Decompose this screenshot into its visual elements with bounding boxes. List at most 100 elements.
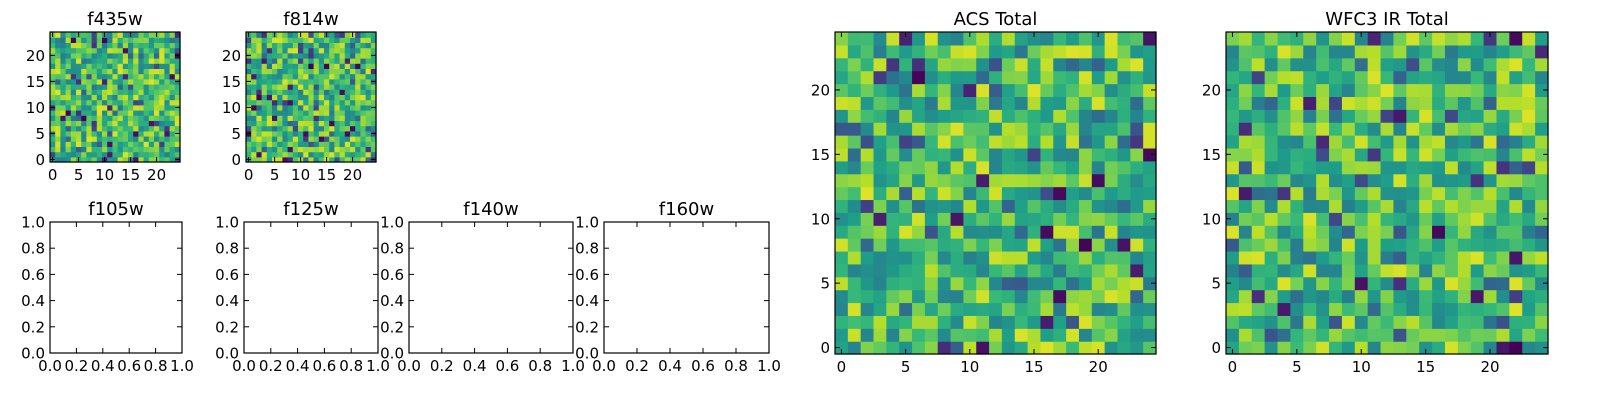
heatmap-cell — [159, 52, 165, 59]
heatmap-cell — [350, 110, 356, 116]
heatmap-cell — [899, 70, 913, 85]
heatmap-cell — [251, 58, 257, 64]
heatmap-cell — [169, 146, 176, 153]
heatmap-cell — [1078, 70, 1093, 85]
heatmap-cell — [1040, 186, 1054, 201]
heatmap-cell — [1316, 186, 1330, 201]
heatmap-cell — [1117, 289, 1131, 304]
heatmap-cell — [1419, 263, 1433, 278]
heatmap-cell — [1419, 44, 1433, 59]
heatmap-cell — [70, 94, 77, 101]
heatmap-cell — [1406, 238, 1420, 252]
heatmap-cell — [860, 147, 875, 162]
heatmap-cell — [112, 130, 119, 137]
heatmap-cell — [370, 63, 377, 69]
heatmap-cell — [1380, 250, 1395, 265]
heatmap-cell — [873, 212, 887, 226]
heatmap-cell — [1393, 135, 1407, 149]
heatmap-cell — [1091, 83, 1106, 97]
heatmap-cell — [138, 130, 145, 137]
heatmap-cell — [65, 32, 72, 38]
heatmap-cell — [1143, 96, 1157, 110]
heatmap-cell — [886, 263, 900, 278]
heatmap-cell — [76, 136, 82, 142]
heatmap-cell — [950, 96, 964, 110]
heatmap-cell — [81, 125, 87, 132]
heatmap-cell — [365, 32, 372, 38]
heatmap-cell — [251, 151, 257, 158]
heatmap-cell — [1264, 289, 1279, 304]
heatmap-cell — [370, 42, 377, 49]
heatmap-cell — [133, 120, 139, 127]
heatmap-cell — [133, 89, 139, 95]
heatmap-cell — [350, 47, 356, 54]
heatmap-cell — [128, 104, 134, 111]
heatmap-cell — [976, 302, 990, 316]
heatmap-cell — [159, 136, 165, 142]
heatmap-cell — [1457, 32, 1472, 46]
y-tick-label: 0.2 — [575, 318, 599, 336]
heatmap-cell — [1251, 57, 1266, 72]
heatmap-cell — [86, 99, 93, 106]
heatmap-cell — [912, 199, 926, 213]
heatmap-cell — [107, 94, 113, 101]
panel-title: f105w — [88, 199, 143, 220]
heatmap-cell — [313, 130, 320, 137]
heatmap-cell — [122, 52, 129, 59]
heatmap-cell — [1509, 186, 1523, 201]
heatmap-cell — [246, 99, 252, 106]
heatmap-cell — [148, 47, 155, 54]
heatmap-cell — [370, 125, 377, 132]
heatmap-cell — [886, 276, 900, 291]
heatmap-cell — [266, 78, 273, 85]
heatmap-cell — [1226, 160, 1240, 175]
heatmap-cell — [1535, 160, 1549, 175]
heatmap-cell — [1522, 263, 1536, 278]
heatmap-cell — [1226, 263, 1240, 278]
heatmap-cell — [102, 130, 108, 137]
heatmap-cell — [1303, 315, 1317, 329]
heatmap-cell — [1001, 96, 1016, 110]
heatmap-cell — [65, 156, 72, 163]
heatmap-cell — [937, 315, 952, 329]
heatmap-cell — [360, 94, 367, 101]
heatmap-cell — [1380, 135, 1395, 149]
heatmap-cell — [370, 89, 377, 95]
heatmap-cell — [1014, 173, 1029, 188]
heatmap-cell — [860, 173, 875, 188]
heatmap-cell — [1432, 135, 1446, 149]
heatmap-cell — [60, 156, 67, 163]
heatmap-cell — [899, 341, 913, 355]
y-tick-label: 0.8 — [575, 240, 599, 258]
heatmap-cell — [65, 125, 72, 132]
heatmap-cell — [1226, 83, 1240, 97]
heatmap-cell — [148, 52, 155, 59]
heatmap-cell — [159, 151, 165, 158]
heatmap-cell — [950, 32, 964, 46]
heatmap-cell — [287, 52, 294, 59]
heatmap-cell — [329, 37, 335, 43]
heatmap-cell — [1130, 173, 1144, 188]
heatmap-cell — [1277, 186, 1291, 201]
x-tick-label: 15 — [317, 166, 336, 184]
heatmap-cell — [1419, 83, 1433, 97]
heatmap-cell — [1329, 70, 1343, 85]
heatmap-cell — [318, 104, 325, 111]
heatmap-cell — [1535, 250, 1549, 265]
heatmap-cell — [860, 328, 875, 342]
heatmap-cell — [256, 94, 263, 101]
heatmap-cell — [86, 146, 93, 153]
heatmap-cell — [277, 104, 283, 111]
heatmap-cell — [1251, 225, 1266, 239]
heatmap-cell — [1078, 276, 1093, 291]
heatmap-cell — [1078, 315, 1093, 329]
heatmap-cell — [138, 78, 145, 85]
heatmap-cell — [886, 250, 900, 265]
heatmap-cell — [1078, 225, 1093, 239]
heatmap-cell — [1091, 32, 1106, 46]
heatmap-cell — [1238, 70, 1253, 85]
heatmap-cell — [50, 99, 56, 106]
heatmap-cell — [277, 130, 283, 137]
heatmap-cell — [1509, 122, 1523, 136]
heatmap-cell — [112, 110, 119, 116]
